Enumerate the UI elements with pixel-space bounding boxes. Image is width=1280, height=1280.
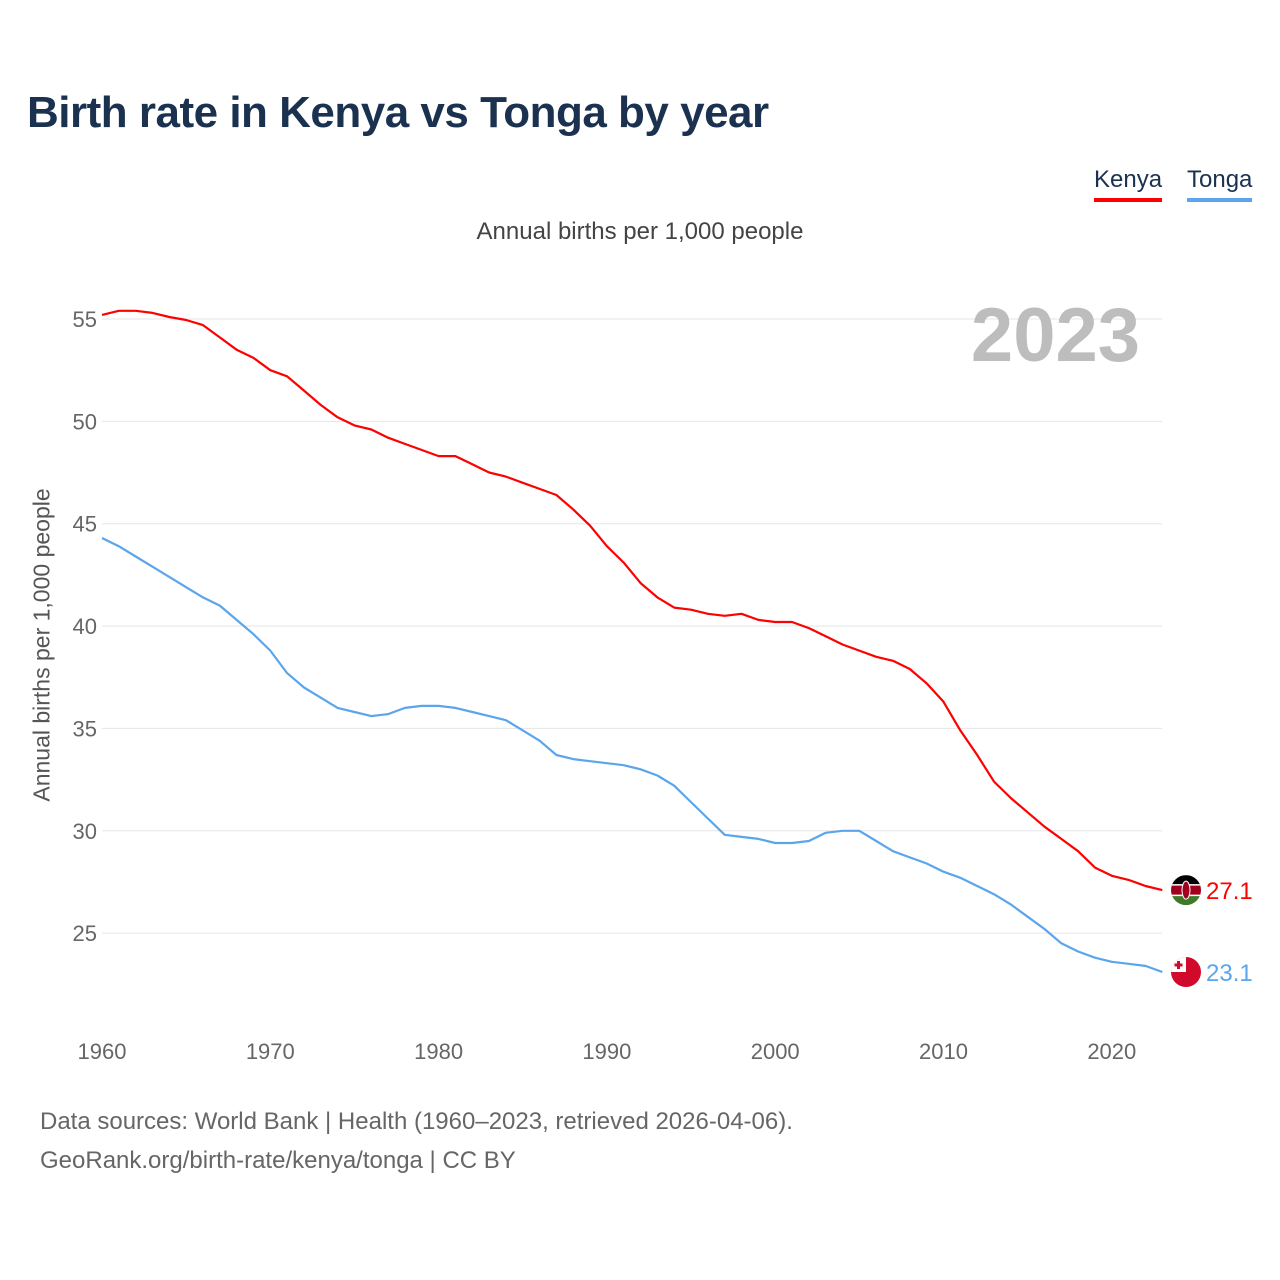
y-tick-label: 35: [73, 716, 97, 741]
y-tick-label: 55: [73, 307, 97, 332]
legend-tonga[interactable]: Tonga: [1187, 166, 1253, 202]
y-tick-label: 40: [73, 614, 97, 639]
x-tick-label: 1960: [78, 1039, 127, 1064]
flag-shield: [1181, 880, 1191, 900]
x-tick-label: 2020: [1087, 1039, 1136, 1064]
end-label-tonga: 23.1: [1206, 960, 1253, 987]
data-source-text: Data sources: World Bank | Health (1960–…: [40, 1108, 793, 1135]
tonga-flag-icon: [1171, 956, 1201, 987]
chart-title: Birth rate in Kenya vs Tonga by year: [27, 88, 769, 137]
x-tick-label: 1970: [246, 1039, 295, 1064]
x-tick-label: 1990: [582, 1039, 631, 1064]
kenya-flag-icon: [1171, 875, 1201, 906]
y-tick-label: 45: [73, 512, 97, 537]
series-line-kenya: [101, 309, 1163, 892]
x-tick-label: 2010: [919, 1039, 968, 1064]
y-tick-label: 30: [73, 819, 97, 844]
x-tick-label: 1980: [414, 1039, 463, 1064]
legend-kenya[interactable]: Kenya: [1094, 166, 1163, 202]
flag-cross: [1174, 963, 1183, 967]
series-line-tonga: [101, 537, 1163, 974]
flag-stripe: [1171, 875, 1201, 886]
x-tick-label: 2000: [751, 1039, 800, 1064]
end-label-kenya: 27.1: [1206, 878, 1253, 905]
y-tick-label: 50: [73, 409, 97, 434]
y-tick-label: 25: [73, 921, 97, 946]
url-license-text[interactable]: GeoRank.org/birth-rate/kenya/tonga | CC …: [40, 1147, 516, 1174]
chart-subtitle: Annual births per 1,000 people: [476, 218, 804, 245]
year-watermark: 2023: [970, 293, 1140, 378]
flag-stripe: [1171, 895, 1201, 906]
